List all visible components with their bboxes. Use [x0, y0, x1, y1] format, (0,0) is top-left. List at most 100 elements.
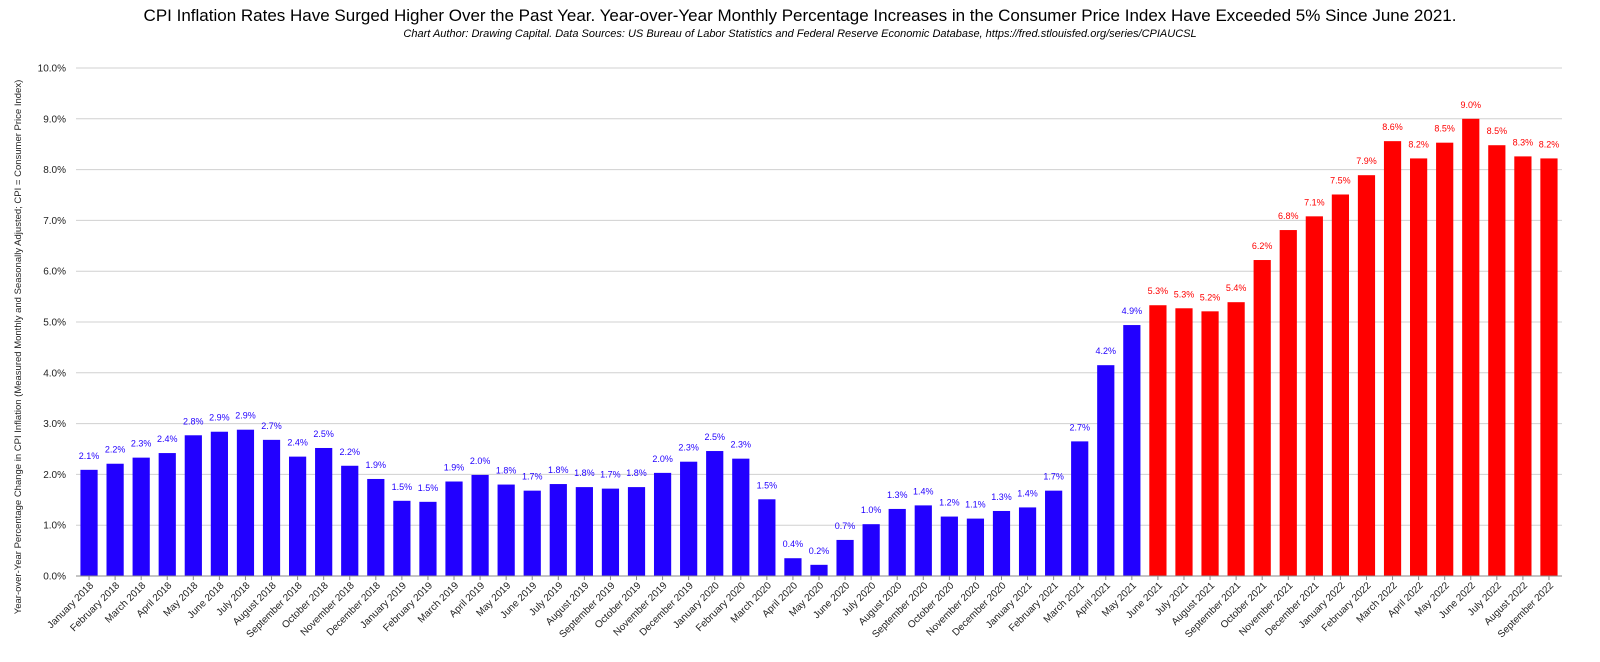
data-label: 2.4% — [287, 438, 308, 448]
y-axis-label: Year-over-Year Percentage Change in CPI … — [13, 80, 24, 615]
y-tick-label: 0.0% — [43, 572, 66, 583]
bar — [1253, 260, 1271, 576]
data-label: 6.2% — [1252, 241, 1273, 251]
bar — [1383, 141, 1402, 577]
bar — [1201, 311, 1219, 576]
y-tick-label: 6.0% — [43, 267, 66, 278]
data-label: 2.0% — [652, 454, 673, 464]
bar — [758, 499, 776, 576]
bar — [1123, 325, 1141, 576]
data-label: 8.5% — [1487, 126, 1508, 136]
data-label: 2.4% — [157, 434, 178, 444]
bar — [1410, 158, 1428, 576]
data-labels: 2.1% 2.2% 2.3% 2.4% 2.8% 2.9% 2.9% 2.7% 2.4% 2.5%… — [79, 100, 1559, 556]
y-tick-label: 4.0% — [43, 368, 66, 379]
data-label: 4.2% — [1096, 346, 1117, 356]
bar — [1331, 194, 1350, 576]
data-label: 1.5% — [418, 483, 439, 493]
y-axis-ticks: 0.0% 1.0% 2.0% 3.0% 4.0% 5.0% 6.0% 7.0% 8.0% 9.0%… — [38, 64, 66, 583]
data-label: 5.4% — [1226, 283, 1247, 293]
bar — [680, 461, 698, 576]
data-label: 2.1% — [79, 451, 100, 461]
data-label: 5.3% — [1174, 289, 1195, 299]
bar — [1045, 490, 1063, 576]
data-label: 1.3% — [991, 492, 1012, 502]
data-label: 1.2% — [939, 498, 960, 508]
bar — [1018, 507, 1037, 576]
bar — [966, 518, 985, 576]
bar — [1436, 142, 1454, 576]
data-label: 2.7% — [1069, 422, 1090, 432]
bar — [810, 564, 828, 576]
bar — [132, 457, 150, 576]
bar — [1488, 145, 1506, 576]
data-label: 2.3% — [131, 439, 152, 449]
data-label: 2.5% — [313, 429, 334, 439]
bar — [862, 524, 880, 576]
data-label: 0.4% — [783, 539, 804, 549]
data-label: 2.3% — [678, 443, 699, 453]
bar — [1305, 216, 1323, 576]
data-label: 5.3% — [1148, 286, 1169, 296]
data-label: 1.7% — [522, 472, 543, 482]
bar — [419, 501, 437, 576]
data-label: 1.9% — [444, 463, 465, 473]
bar — [1175, 308, 1193, 576]
data-label: 1.0% — [861, 505, 882, 515]
bar — [575, 487, 593, 576]
y-tick-label: 9.0% — [43, 114, 66, 125]
data-label: 8.3% — [1513, 137, 1534, 147]
chart-title: CPI Inflation Rates Have Surged Higher O… — [143, 6, 1457, 25]
data-label: 1.8% — [574, 468, 595, 478]
bar — [653, 472, 672, 576]
data-label: 8.5% — [1434, 124, 1455, 134]
bar — [393, 500, 411, 576]
bar — [184, 435, 202, 576]
data-label: 1.8% — [496, 466, 517, 476]
data-label: 1.7% — [1043, 472, 1064, 482]
y-tick-label: 2.0% — [43, 470, 66, 481]
bar — [288, 456, 307, 576]
bar — [549, 484, 567, 576]
bar — [627, 487, 646, 576]
y-tick-label: 1.0% — [43, 521, 66, 532]
data-label: 8.2% — [1408, 139, 1429, 149]
data-label: 7.1% — [1304, 197, 1325, 207]
data-label: 4.9% — [1122, 306, 1143, 316]
data-label: 1.5% — [757, 480, 778, 490]
bar — [601, 488, 620, 576]
bar — [315, 447, 333, 576]
data-label: 0.7% — [835, 521, 856, 531]
data-label: 2.0% — [470, 456, 491, 466]
bar — [1279, 230, 1297, 576]
chart-subtitle: Chart Author: Drawing Capital. Data Sour… — [403, 28, 1197, 40]
data-label: 1.8% — [548, 465, 569, 475]
bar — [262, 439, 281, 576]
bar — [1097, 365, 1115, 576]
data-label: 7.9% — [1356, 156, 1377, 166]
data-label: 8.2% — [1539, 139, 1560, 149]
data-label: 2.9% — [235, 411, 256, 421]
data-label: 2.2% — [339, 447, 360, 457]
bar — [706, 451, 724, 576]
data-label: 7.5% — [1330, 175, 1351, 185]
bar — [940, 516, 958, 576]
bar — [523, 490, 541, 576]
data-label: 1.7% — [600, 470, 621, 480]
y-tick-label: 3.0% — [43, 419, 66, 430]
bar — [106, 463, 124, 576]
bar — [497, 484, 515, 576]
data-label: 2.5% — [704, 432, 725, 442]
bar — [1149, 305, 1167, 576]
data-label: 1.4% — [1017, 488, 1038, 498]
bar — [1071, 441, 1089, 576]
bar — [992, 510, 1011, 576]
bar — [784, 558, 802, 576]
data-label: 1.5% — [392, 482, 413, 492]
bar — [1514, 156, 1532, 576]
bar — [236, 429, 255, 576]
y-tick-label: 5.0% — [43, 318, 66, 329]
bar — [1540, 158, 1558, 576]
bar — [1357, 175, 1376, 577]
